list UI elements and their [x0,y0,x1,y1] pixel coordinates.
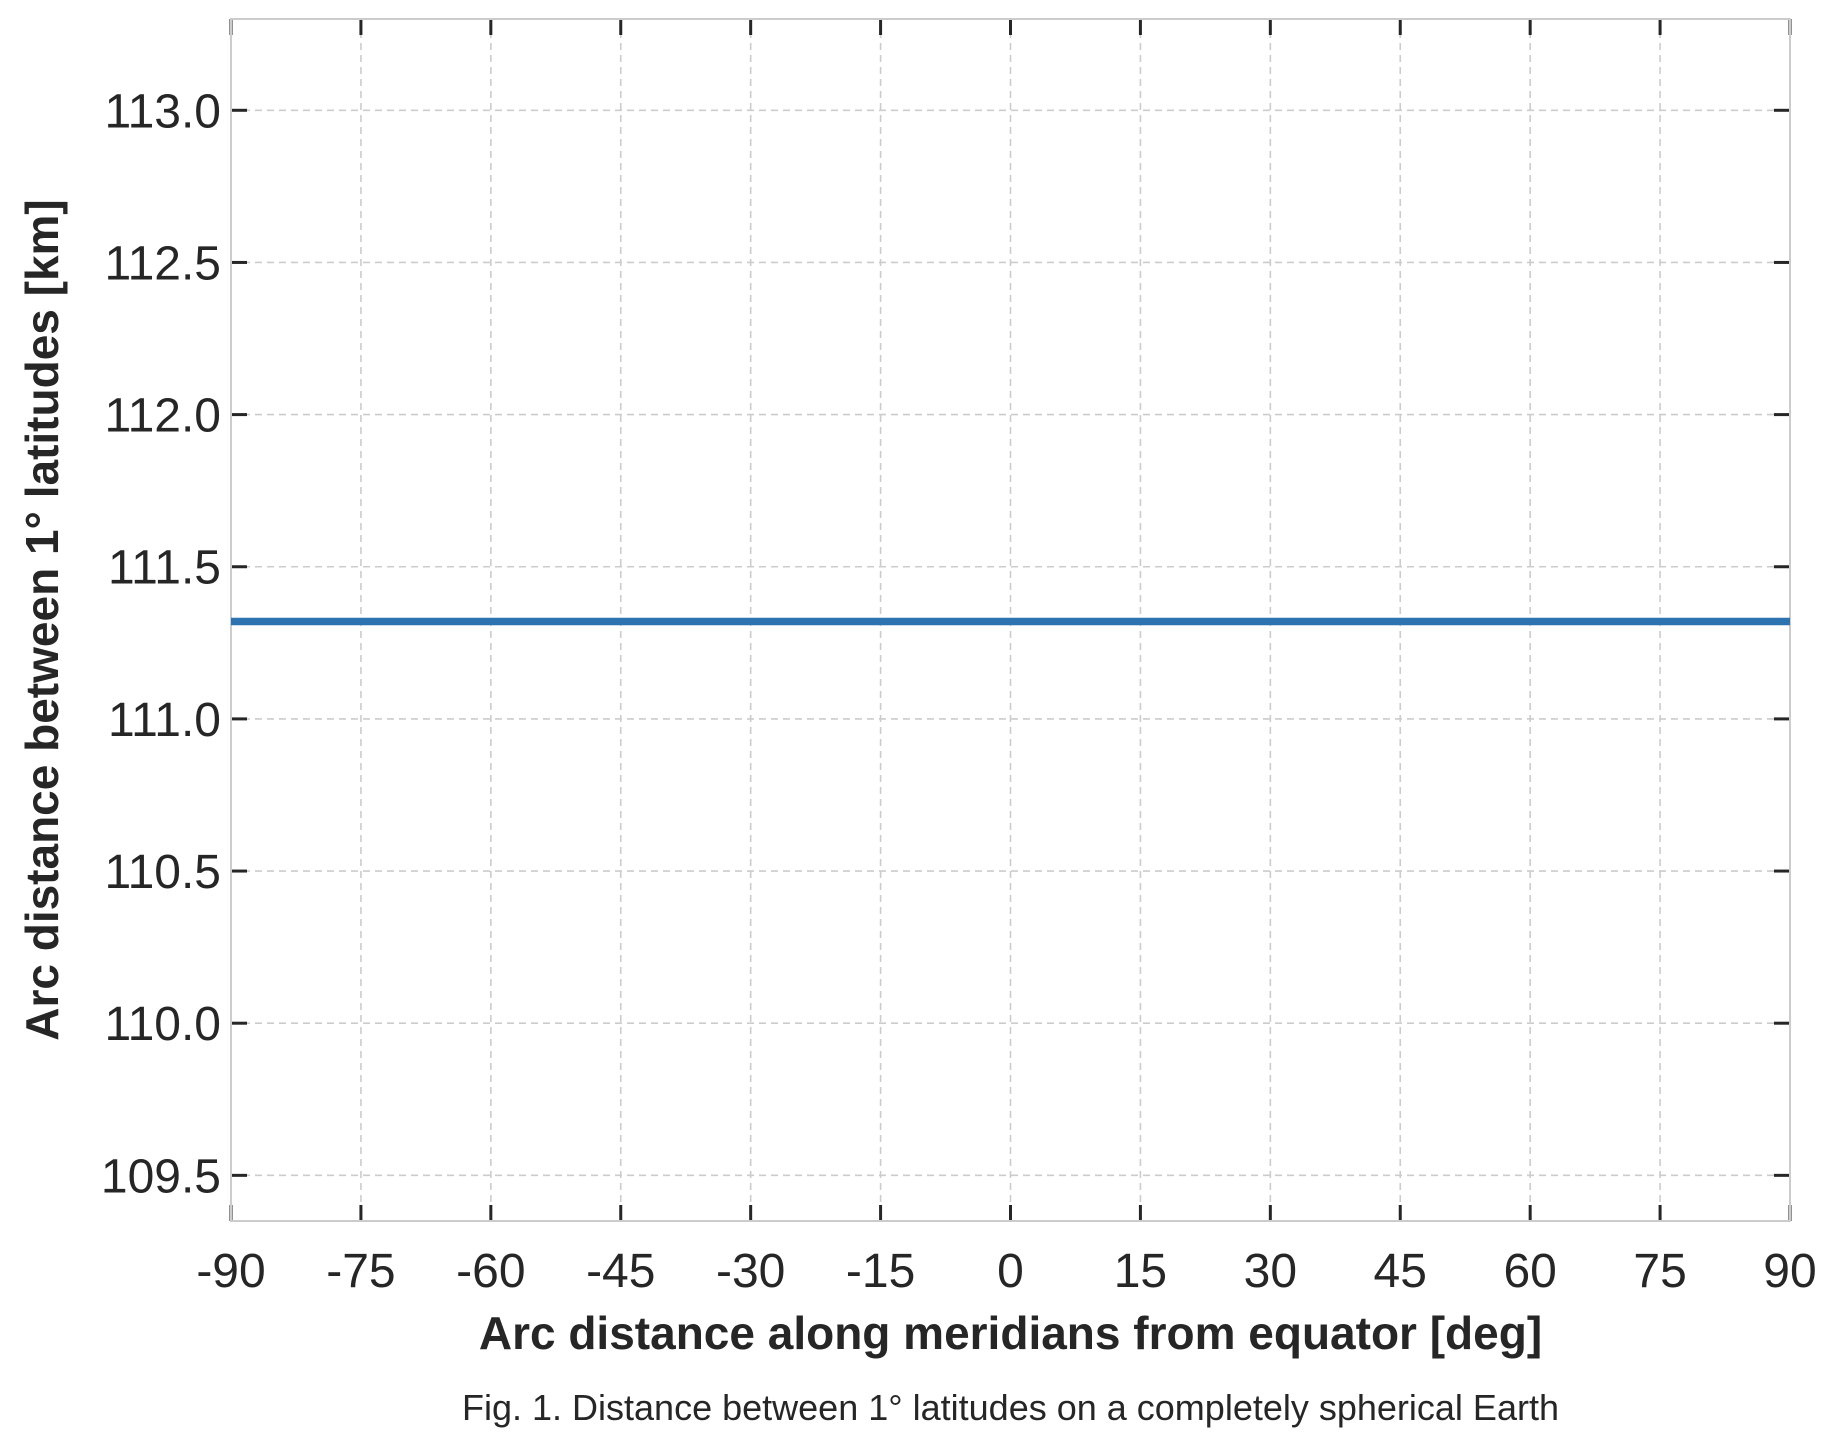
y-tick-label: 111.0 [108,694,221,747]
x-tick-label: -15 [846,1245,915,1298]
y-tick-label: 113.0 [104,85,221,138]
x-tick-label: 0 [997,1245,1024,1298]
x-tick-label: -45 [586,1245,655,1298]
x-tick-label: -30 [716,1245,785,1298]
y-tick-label: 112.0 [104,390,221,443]
x-tick-label: 15 [1114,1245,1167,1298]
x-tick-label: 45 [1374,1245,1427,1298]
x-tick-label: -75 [326,1245,395,1298]
y-tick-label: 112.5 [104,237,221,290]
x-tick-label: 30 [1244,1245,1297,1298]
x-tick-labels: -90 -75 -60 -45 -30 -15 0 15 30 45 60 75 90 [196,1245,1816,1298]
y-tick-label: 109.5 [101,1150,221,1203]
y-tick-label: 110.0 [104,998,221,1051]
y-tick-label: 111.5 [108,542,221,595]
x-tick-label: 90 [1763,1245,1816,1298]
y-tick-label: 110.5 [104,846,221,899]
y-axis-label: Arc distance between 1° latitudes [km] [16,199,68,1041]
x-tick-label: 60 [1503,1245,1556,1298]
x-axis-label: Arc distance along meridians from equato… [479,1307,1542,1359]
figure-caption: Fig. 1. Distance between 1° latitudes on… [462,1387,1559,1428]
y-tick-labels: 109.5 110.0 110.5 111.0 111.5 112.0 112.5 113.0 [101,85,221,1203]
x-tick-label: -90 [196,1245,265,1298]
x-tick-label: -60 [456,1245,525,1298]
x-tick-label: 75 [1633,1245,1686,1298]
